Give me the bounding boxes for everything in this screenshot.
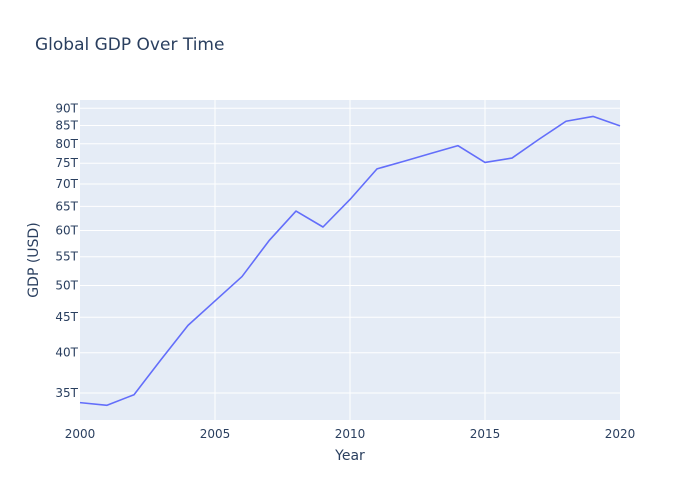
chart-title: Global GDP Over Time [35,35,224,55]
y-axis-title: GDP (USD) [26,222,42,297]
x-axis-title: Year [334,448,365,464]
y-tick-label: 40T [55,346,78,360]
y-tick-label: 70T [55,177,78,191]
y-axis-ticks: 35T 40T 45T 50T 55T 60T 65T 70T 75T 80T 85T 90T [55,101,78,400]
y-tick-label: 65T [55,199,78,213]
series-layer [79,115,621,407]
y-tick-label: 60T [55,223,78,237]
grid-lines [80,100,620,420]
x-axis-ticks: 2000 2005 2010 2015 2020 [65,427,636,441]
y-tick-label: 55T [55,250,78,264]
y-tick-label: 35T [55,386,78,400]
x-tick-label: 2010 [335,427,366,441]
x-tick-label: 2000 [65,427,96,441]
y-tick-label: 80T [55,137,78,151]
y-tick-label: 85T [55,118,78,132]
y-tick-label: 45T [55,310,78,324]
x-tick-label: 2005 [200,427,231,441]
x-tick-label: 2020 [605,427,636,441]
series-line-0 [79,115,621,407]
y-tick-label: 90T [55,101,78,115]
y-tick-label: 50T [55,278,78,292]
x-tick-label: 2015 [470,427,501,441]
y-tick-label: 75T [55,156,78,170]
